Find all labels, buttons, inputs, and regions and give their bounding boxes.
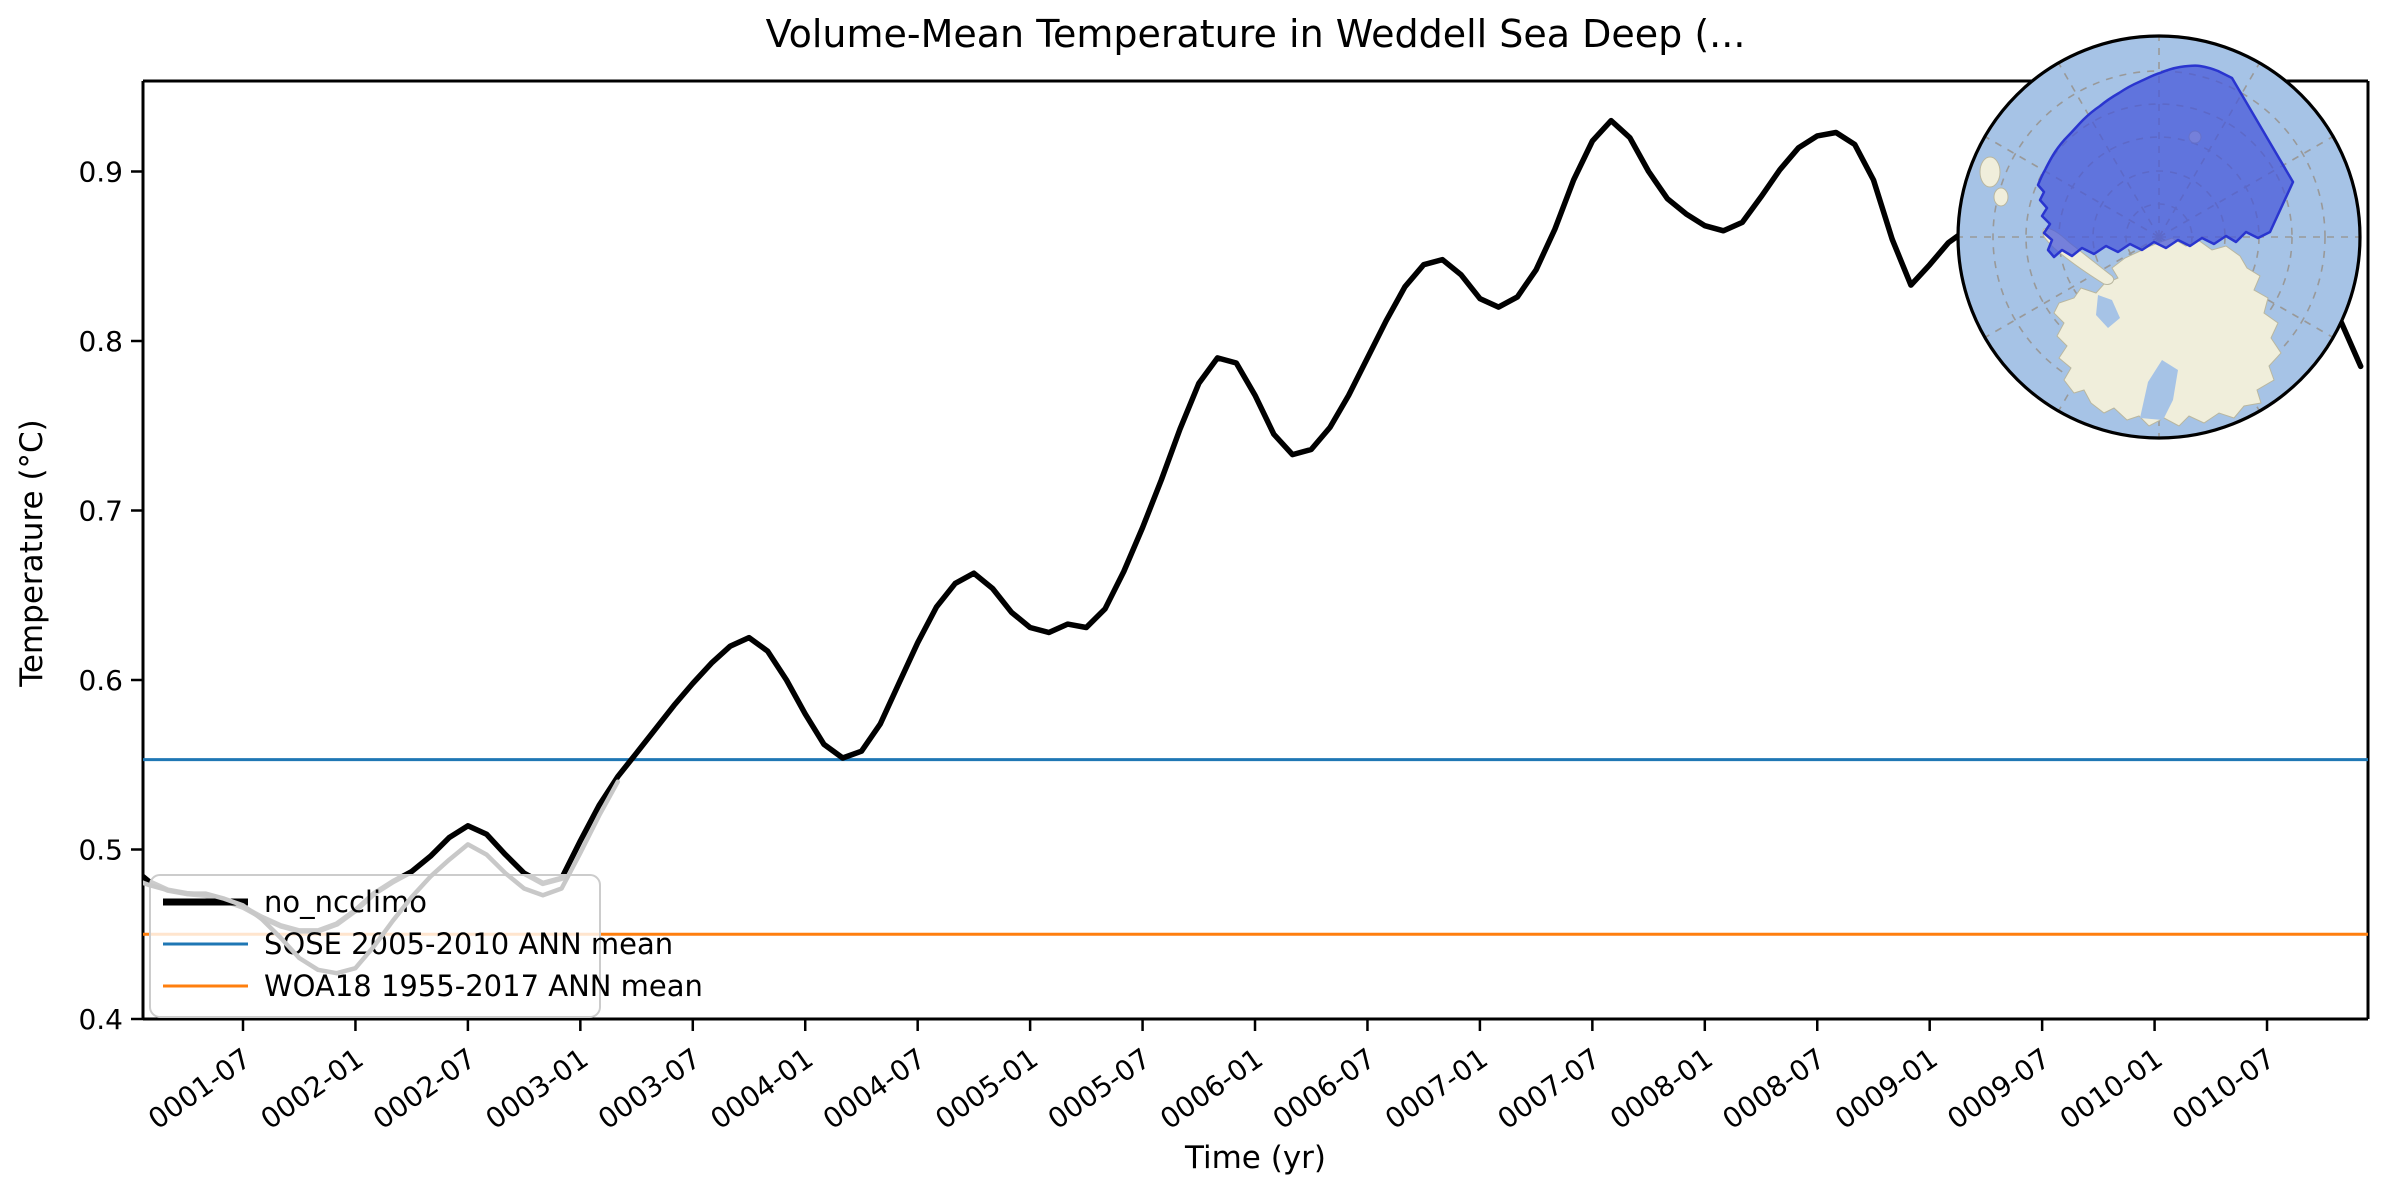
y-tick-label: 0.4 xyxy=(78,1003,123,1036)
monthly-series-line xyxy=(143,779,621,976)
x-tick-label: 0005-01 xyxy=(929,1042,1044,1136)
x-tick-label: 0005-07 xyxy=(1042,1042,1157,1136)
x-tick-label: 0003-01 xyxy=(480,1042,595,1136)
y-tick-label: 0.5 xyxy=(78,834,123,867)
x-tick-label: 0003-07 xyxy=(592,1042,707,1136)
x-tick-label: 0010-07 xyxy=(2166,1042,2281,1136)
y-tick-label: 0.9 xyxy=(78,156,123,189)
x-tick-label: 0004-07 xyxy=(817,1042,932,1136)
x-tick-label: 0009-01 xyxy=(1829,1042,1944,1136)
x-tick-label: 0004-01 xyxy=(704,1042,819,1136)
monthly-series-layer xyxy=(143,779,621,976)
x-tick-label: 0007-01 xyxy=(1379,1042,1494,1136)
x-tick-label: 0009-07 xyxy=(1941,1042,2056,1136)
legend-item-label: SOSE 2005-2010 ANN mean xyxy=(264,927,673,961)
x-axis-label: Time (yr) xyxy=(1185,1140,1326,1176)
map-embayments xyxy=(2096,295,2178,420)
x-tick-label: 0006-07 xyxy=(1267,1042,1382,1136)
x-tick-label: 0008-01 xyxy=(1604,1042,1719,1136)
legend-item-label: no_ncclimo xyxy=(264,885,427,919)
x-tick-label: 0007-07 xyxy=(1492,1042,1607,1136)
y-tick-label: 0.7 xyxy=(78,495,123,528)
x-tick-label: 0001-07 xyxy=(142,1042,257,1136)
y-tick-label: 0.6 xyxy=(78,664,123,697)
map-weddell-region xyxy=(2036,64,2295,259)
x-tick-label: 0010-01 xyxy=(2054,1042,2169,1136)
x-tick-label: 0002-07 xyxy=(367,1042,482,1136)
x-tick-label: 0008-07 xyxy=(1716,1042,1831,1136)
chart-title: Volume-Mean Temperature in Weddell Sea D… xyxy=(765,12,1746,56)
y-axis-label: Temperature (°C) xyxy=(14,419,50,687)
x-tick-label: 0002-01 xyxy=(255,1042,370,1136)
map-border xyxy=(1956,34,2362,440)
inset-map xyxy=(1956,34,2362,440)
x-tick-label: 0006-01 xyxy=(1154,1042,1269,1136)
y-tick-label: 0.8 xyxy=(78,325,123,358)
